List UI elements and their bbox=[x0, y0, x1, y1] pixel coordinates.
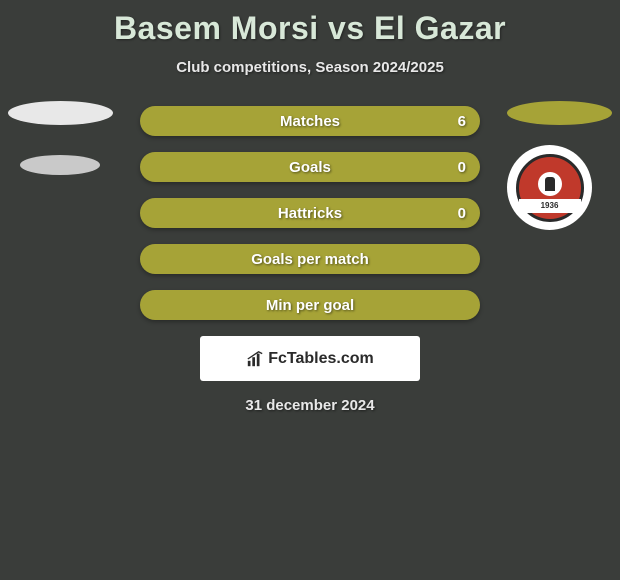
club-logo-icon bbox=[538, 172, 562, 196]
stat-label: Goals per match bbox=[251, 251, 369, 268]
stat-bar-matches: Matches 6 bbox=[140, 106, 480, 136]
right-player-badges: 1936 bbox=[507, 101, 612, 230]
stat-value-right: 0 bbox=[458, 159, 466, 176]
stat-bar-goals-per-match: Goals per match bbox=[140, 244, 480, 274]
player1-badge-1 bbox=[8, 101, 113, 125]
stat-bar-goals: Goals 0 bbox=[140, 152, 480, 182]
club-logo: 1936 bbox=[507, 145, 592, 230]
stat-label: Min per goal bbox=[266, 297, 354, 314]
club-logo-year: 1936 bbox=[519, 199, 581, 213]
infographic-container: Basem Morsi vs El Gazar Club competition… bbox=[0, 0, 620, 414]
stat-bar-hattricks: Hattricks 0 bbox=[140, 198, 480, 228]
stat-label: Matches bbox=[280, 113, 340, 130]
stat-bar-min-per-goal: Min per goal bbox=[140, 290, 480, 320]
date-line: 31 december 2024 bbox=[0, 397, 620, 414]
watermark: FcTables.com bbox=[200, 336, 420, 381]
stat-value-right: 6 bbox=[458, 113, 466, 130]
player2-badge-1 bbox=[507, 101, 612, 125]
left-player-badges bbox=[8, 101, 113, 205]
player1-badge-2 bbox=[20, 155, 100, 175]
stat-bars: Matches 6 Goals 0 Hattricks 0 Goals per match M… bbox=[140, 106, 480, 320]
stats-area: 1936 Matches 6 Goals 0 Hattricks 0 Goals per m… bbox=[0, 106, 620, 414]
club-logo-shield: 1936 bbox=[516, 154, 584, 222]
stat-label: Goals bbox=[289, 159, 331, 176]
page-title: Basem Morsi vs El Gazar bbox=[0, 0, 620, 47]
stat-label: Hattricks bbox=[278, 205, 342, 222]
watermark-text: FcTables.com bbox=[268, 350, 374, 368]
subtitle: Club competitions, Season 2024/2025 bbox=[0, 59, 620, 76]
stat-value-right: 0 bbox=[458, 205, 466, 222]
watermark-chart-icon bbox=[246, 350, 264, 368]
